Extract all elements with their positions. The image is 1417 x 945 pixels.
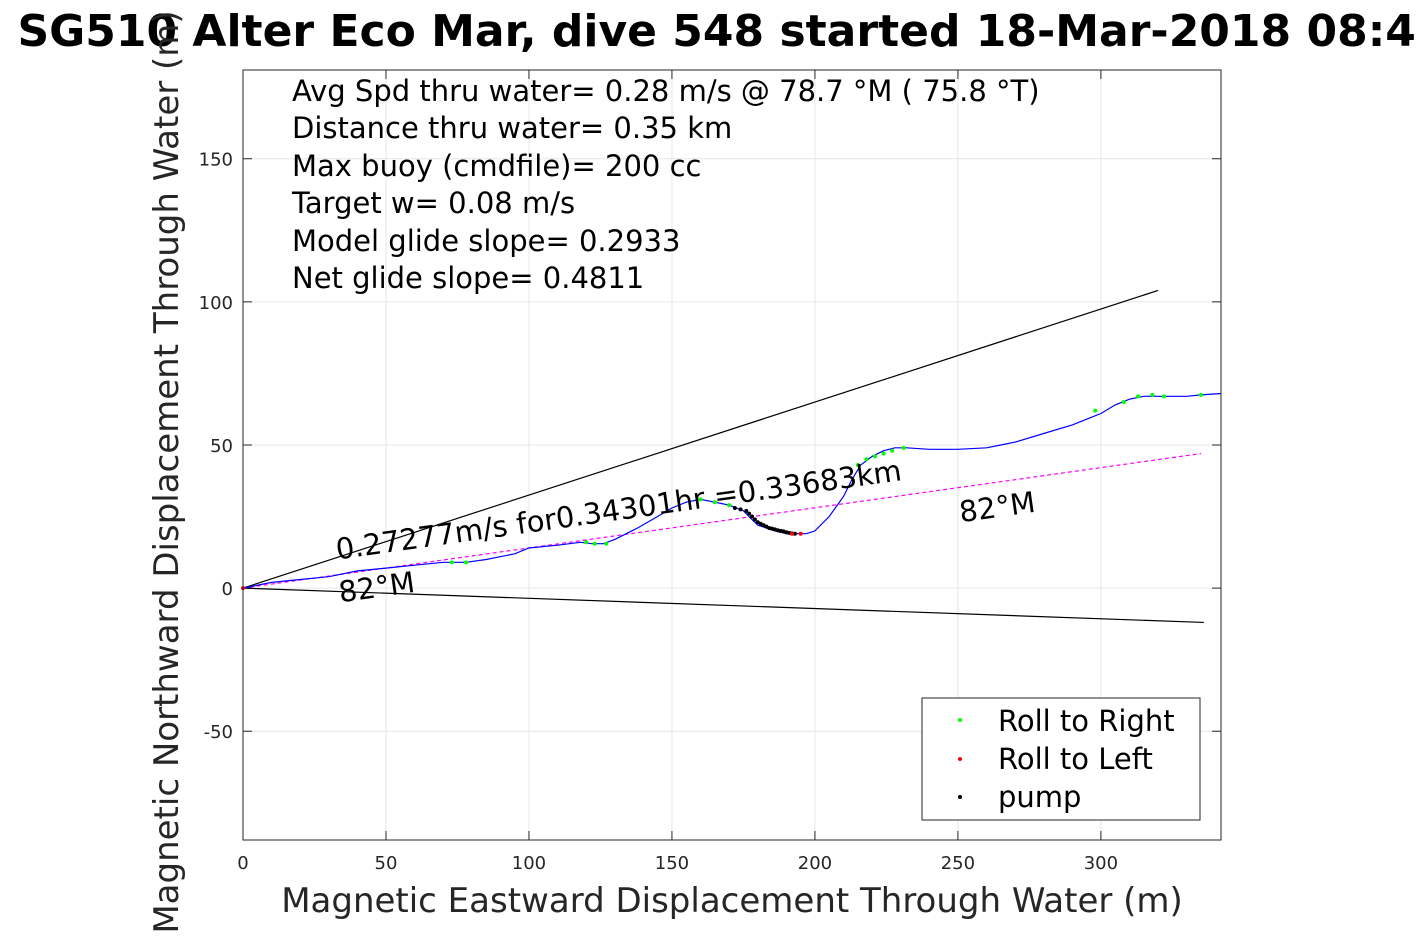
roll-right-point (698, 497, 703, 502)
x-tick-label: 100 (512, 853, 546, 874)
axis-ticks (242, 70, 1221, 840)
pump-point (752, 517, 757, 522)
legend-box (921, 697, 1201, 821)
roll-right-point (604, 541, 609, 546)
grid-lines (242, 70, 1221, 840)
reference-line-heading (242, 452, 1202, 589)
x-axis-label: Magnetic Eastward Displacement Through W… (281, 881, 1183, 921)
y-tick-label: 150 (199, 150, 233, 171)
legend-marker-roll-left (958, 757, 962, 761)
stat-net-glide-slope: Net glide slope= 0.4811 (292, 261, 644, 295)
plot-frame (242, 69, 1222, 841)
roll-right-point (464, 560, 469, 565)
roll-right-point (1198, 392, 1203, 397)
legend: Roll to Right Roll to Left pump (921, 697, 1201, 821)
roll-right-point (584, 540, 589, 545)
legend-marker-roll-right (958, 718, 962, 722)
x-tick-label: 300 (1084, 853, 1118, 874)
legend-label-roll-left: Roll to Left (998, 742, 1153, 776)
stat-model-glide-slope: Model glide slope= 0.2933 (292, 224, 680, 258)
roll-right-point (727, 503, 732, 508)
roll-right-point (1136, 394, 1141, 399)
track-markers (241, 392, 1203, 591)
pump-point (792, 531, 797, 536)
y-tick-label: 50 (210, 436, 233, 457)
x-tick-label: 0 (237, 853, 248, 874)
legend-label-roll-right: Roll to Right (998, 704, 1175, 738)
reference-line-upper-bound (242, 289, 1159, 589)
roll-left-point (798, 531, 803, 536)
legend-label-pump: pump (998, 780, 1081, 814)
roll-right-point (1161, 394, 1166, 399)
x-tick-label: 200 (798, 853, 832, 874)
stat-max-buoy: Max buoy (cmdfile)= 200 cc (292, 149, 701, 183)
roll-right-point (872, 454, 877, 459)
roll-right-point (855, 463, 860, 468)
chart-title: SG510 Alter Eco Mar, dive 548 started 18… (17, 6, 1417, 57)
roll-right-point (864, 457, 869, 462)
reference-line-lower-bound (242, 587, 1204, 624)
roll-right-point (712, 500, 717, 505)
stats-block: Avg Spd thru water= 0.28 m/s @ 78.7 °M (… (291, 74, 1040, 295)
x-tick-label: 250 (941, 853, 975, 874)
roll-right-point (881, 451, 886, 456)
stat-distance: Distance thru water= 0.35 km (292, 111, 732, 145)
roll-right-point (1150, 392, 1155, 397)
y-tick-label: 100 (199, 293, 233, 314)
stat-target-w: Target w= 0.08 m/s (291, 186, 575, 220)
legend-marker-pump (958, 795, 962, 799)
pump-point (747, 511, 752, 516)
y-tick-label: -50 (204, 722, 233, 743)
pump-point (744, 508, 749, 513)
pump-point (750, 514, 755, 519)
y-axis-label: Magnetic Northward Displacement Through … (147, 10, 187, 933)
reference-lines (242, 289, 1204, 624)
roll-right-point (890, 448, 895, 453)
pump-point (732, 505, 737, 510)
y-tick-label: 0 (222, 579, 233, 600)
roll-right-point (901, 445, 906, 450)
roll-right-point (1121, 400, 1126, 405)
stat-avg-speed: Avg Spd thru water= 0.28 m/s @ 78.7 °M (… (292, 74, 1040, 108)
x-tick-label: 150 (655, 853, 689, 874)
pump-point (738, 507, 743, 512)
roll-right-point (449, 560, 454, 565)
tick-labels: 0 50 100 150 200 250 300 -50 0 50 100 150 (199, 150, 1118, 874)
roll-left-point (790, 531, 795, 536)
roll-right-point (1093, 408, 1098, 413)
roll-right-point (592, 541, 597, 546)
x-tick-label: 50 (375, 853, 398, 874)
